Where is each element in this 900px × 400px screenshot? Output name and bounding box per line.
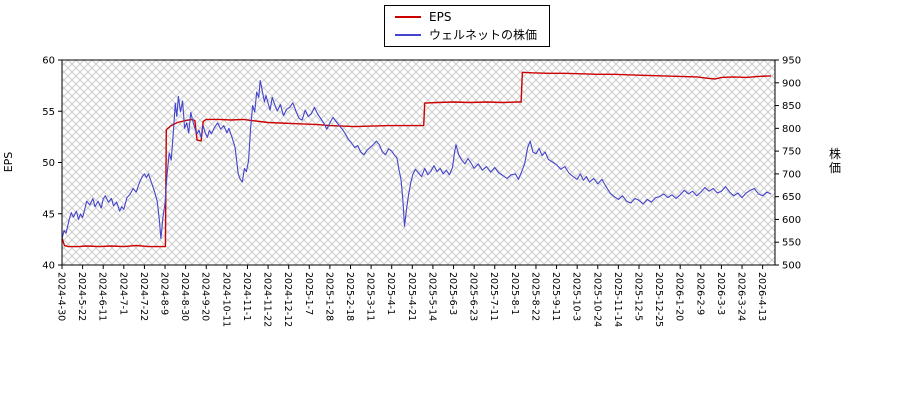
x-axis-tick-label: 2025-3-11 [365,272,376,321]
x-axis-tick-label: 2025-8-1 [509,272,520,315]
price-line-swatch [395,34,421,36]
left-axis-tick-label: 45 [42,209,55,220]
x-axis-tick-label: 2024-8-9 [159,272,170,315]
x-axis-tick-label: 2024-9-20 [200,272,211,321]
x-axis-tick-label: 2025-2-18 [344,272,355,321]
legend-label-eps: EPS [429,10,452,24]
x-axis-tick-label: 2025-11-14 [612,272,623,327]
legend-item-stock-price: ウェルネットの株価 [395,29,537,41]
right-axis-tick-label: 800 [782,124,801,135]
right-axis-tick-label: 650 [782,192,801,203]
x-axis-tick-label: 2024-7-1 [117,272,128,315]
legend: EPS ウェルネットの株価 [384,5,551,47]
eps-line [61,71,771,248]
x-axis-tick-label: 2024-8-30 [179,272,190,321]
left-axis-tick-label: 55 [42,107,55,118]
x-axis-tick-label: 2025-4-1 [385,272,396,315]
x-axis-tick-label: 2024-7-22 [138,272,149,321]
x-axis-tick-label: 2024-4-30 [56,272,67,321]
eps-line-swatch [395,16,421,18]
x-axis-tick-label: 2026-2-9 [694,272,705,315]
right-axis-tick-label: 900 [782,78,801,89]
x-axis-tick-label: 2025-1-28 [323,272,334,321]
x-axis-tick-label: 2025-6-23 [468,272,479,321]
x-axis-tick-label: 2026-3-3 [715,272,726,315]
left-axis-title: EPS [1,151,15,173]
left-axis-tick-label: 40 [42,261,55,272]
legend-label-stock-price: ウェルネットの株価 [429,28,538,42]
x-axis-tick-label: 2024-5-22 [76,272,87,321]
x-axis-tick-label: 2026-3-24 [736,272,747,321]
x-axis-tick-label: 2026-1-20 [674,272,685,321]
x-axis-tick-label: 2025-10-24 [591,272,602,327]
right-axis-tick-label: 950 [782,56,801,67]
left-axis-tick-label: 60 [42,56,55,67]
x-axis-tick-label: 2025-6-3 [447,272,458,315]
x-axis-tick-label: 2026-4-13 [756,272,767,321]
x-axis-tick-label: 2025-8-22 [530,272,541,321]
x-axis-tick-label: 2025-5-14 [426,272,437,321]
right-axis-tick-label: 700 [782,169,801,180]
x-axis-tick-label: 2025-10-3 [571,272,582,321]
x-axis-tick-label: 2025-12-5 [633,272,644,321]
x-axis-tick-label: 2024-11-22 [262,272,273,327]
price-line [61,79,772,240]
plot-background [62,60,775,265]
left-axis-tick-label: 50 [42,158,55,169]
x-axis-tick-label: 2024-11-1 [241,272,252,321]
x-axis-tick-label: 2025-12-25 [653,272,664,327]
x-axis-tick-label: 2024-6-11 [97,272,108,321]
x-axis-tick-label: 2025-7-11 [488,272,499,321]
x-axis-tick-label: 2024-12-12 [282,272,293,327]
right-axis-tick-label: 850 [782,101,801,112]
right-axis-tick-label: 500 [782,261,801,272]
right-axis-tick-label: 750 [782,147,801,158]
legend-item-eps: EPS [395,11,537,23]
right-axis-title: 株価 [828,147,841,175]
right-axis-tick-label: 600 [782,215,801,226]
x-axis-tick-label: 2024-10-11 [220,272,231,327]
right-axis-tick-label: 550 [782,238,801,249]
x-axis-tick-label: 2025-4-21 [406,272,417,321]
x-axis-tick-label: 2025-1-7 [303,272,314,315]
x-axis-tick-label: 2025-9-11 [550,272,561,321]
